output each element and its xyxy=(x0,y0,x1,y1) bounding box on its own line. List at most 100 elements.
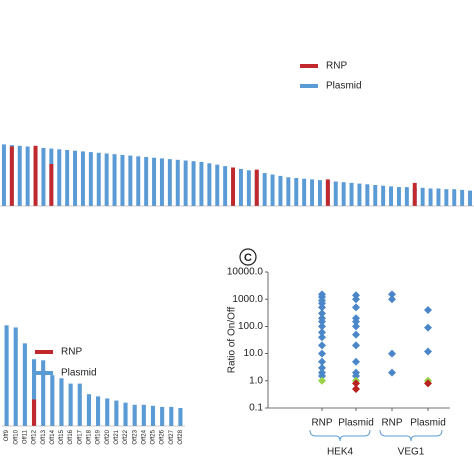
bar xyxy=(349,182,354,206)
bar xyxy=(57,149,62,206)
bar xyxy=(215,164,220,206)
bar xyxy=(31,399,37,426)
bar xyxy=(4,325,9,426)
point xyxy=(388,290,396,299)
bar xyxy=(191,161,196,206)
bar xyxy=(86,394,91,426)
y-tick-label: 10000.0 xyxy=(227,267,264,278)
legend-label: RNP xyxy=(61,347,82,358)
point xyxy=(318,322,326,331)
bar xyxy=(136,156,141,206)
bar xyxy=(169,406,174,426)
bar xyxy=(96,152,101,206)
bar xyxy=(278,175,283,206)
point xyxy=(352,303,360,312)
panel-badge xyxy=(239,248,257,266)
bar xyxy=(1,144,6,206)
bar xyxy=(254,169,259,206)
bar xyxy=(50,375,55,426)
bar xyxy=(65,150,70,206)
point xyxy=(352,384,360,393)
x-tick-label: Off23 xyxy=(132,429,138,444)
x-tick-label: Plasmid xyxy=(338,418,374,429)
bar xyxy=(150,405,156,426)
bar xyxy=(141,404,146,426)
bar xyxy=(286,177,291,206)
bar xyxy=(420,187,425,206)
point xyxy=(388,368,396,377)
bar xyxy=(22,343,27,426)
x-tick-label: RNP xyxy=(311,418,332,429)
x-tick-label: Off27 xyxy=(169,429,175,444)
bar xyxy=(365,184,370,206)
bar xyxy=(114,400,119,426)
bar xyxy=(325,179,330,206)
bar xyxy=(412,182,417,206)
x-tick-label: Plasmid xyxy=(410,418,446,429)
y-tick-label: 100.0 xyxy=(238,321,263,332)
legend-label: Plasmid xyxy=(61,368,97,379)
point xyxy=(352,341,360,350)
x-tick-label: Off15 xyxy=(59,429,65,444)
legend-label: Plasmid xyxy=(326,81,362,92)
point xyxy=(352,379,360,388)
x-tick-label: Off11 xyxy=(22,429,28,444)
bar xyxy=(25,146,30,206)
bar xyxy=(112,154,117,206)
point xyxy=(424,323,432,332)
x-tick-label: Off21 xyxy=(114,429,120,444)
bar xyxy=(77,383,82,426)
bar xyxy=(123,402,128,426)
bar xyxy=(175,159,180,206)
bar xyxy=(104,153,109,206)
group-brace xyxy=(309,429,371,442)
x-tick-label: Off9 xyxy=(4,429,10,441)
bar xyxy=(373,185,378,206)
x-tick-label: Off24 xyxy=(141,429,147,444)
bar xyxy=(207,163,212,206)
bar xyxy=(468,190,473,206)
point xyxy=(318,309,326,318)
bar xyxy=(231,167,236,206)
point xyxy=(318,376,326,385)
bar xyxy=(452,189,457,206)
bar xyxy=(17,145,22,206)
bar xyxy=(144,157,149,206)
y-tick-label: 10.0 xyxy=(244,348,264,359)
x-tick-label: Off26 xyxy=(160,429,166,444)
bar xyxy=(444,189,449,206)
x-tick-label: Off20 xyxy=(105,429,111,444)
bar xyxy=(160,406,165,426)
y-tick-label: 1.0 xyxy=(249,375,263,386)
point xyxy=(388,349,396,358)
legend-swatch xyxy=(300,64,318,68)
bar xyxy=(9,146,14,206)
y-tick-label: 1000.0 xyxy=(232,294,263,305)
bar xyxy=(31,359,37,426)
y-tick-label: 0.1 xyxy=(249,403,263,414)
group-brace xyxy=(379,429,443,442)
bar xyxy=(41,147,46,206)
bar xyxy=(436,188,441,206)
bar xyxy=(341,182,346,206)
x-tick-label: RNP xyxy=(381,418,402,429)
bar xyxy=(152,157,157,206)
group-label: HEK4 xyxy=(327,447,354,458)
x-tick-label: Off13 xyxy=(41,429,47,444)
point xyxy=(352,372,360,381)
bar xyxy=(428,188,433,206)
point xyxy=(318,372,326,381)
point xyxy=(352,322,360,331)
legend-swatch xyxy=(35,350,53,354)
bar xyxy=(80,151,85,206)
bar xyxy=(238,168,243,206)
bar xyxy=(199,161,204,206)
bar xyxy=(167,159,172,206)
bar xyxy=(68,383,73,426)
point xyxy=(318,303,326,312)
legend-swatch xyxy=(300,84,318,88)
x-tick-label: Off25 xyxy=(151,429,157,444)
point xyxy=(424,347,432,356)
point xyxy=(318,357,326,366)
